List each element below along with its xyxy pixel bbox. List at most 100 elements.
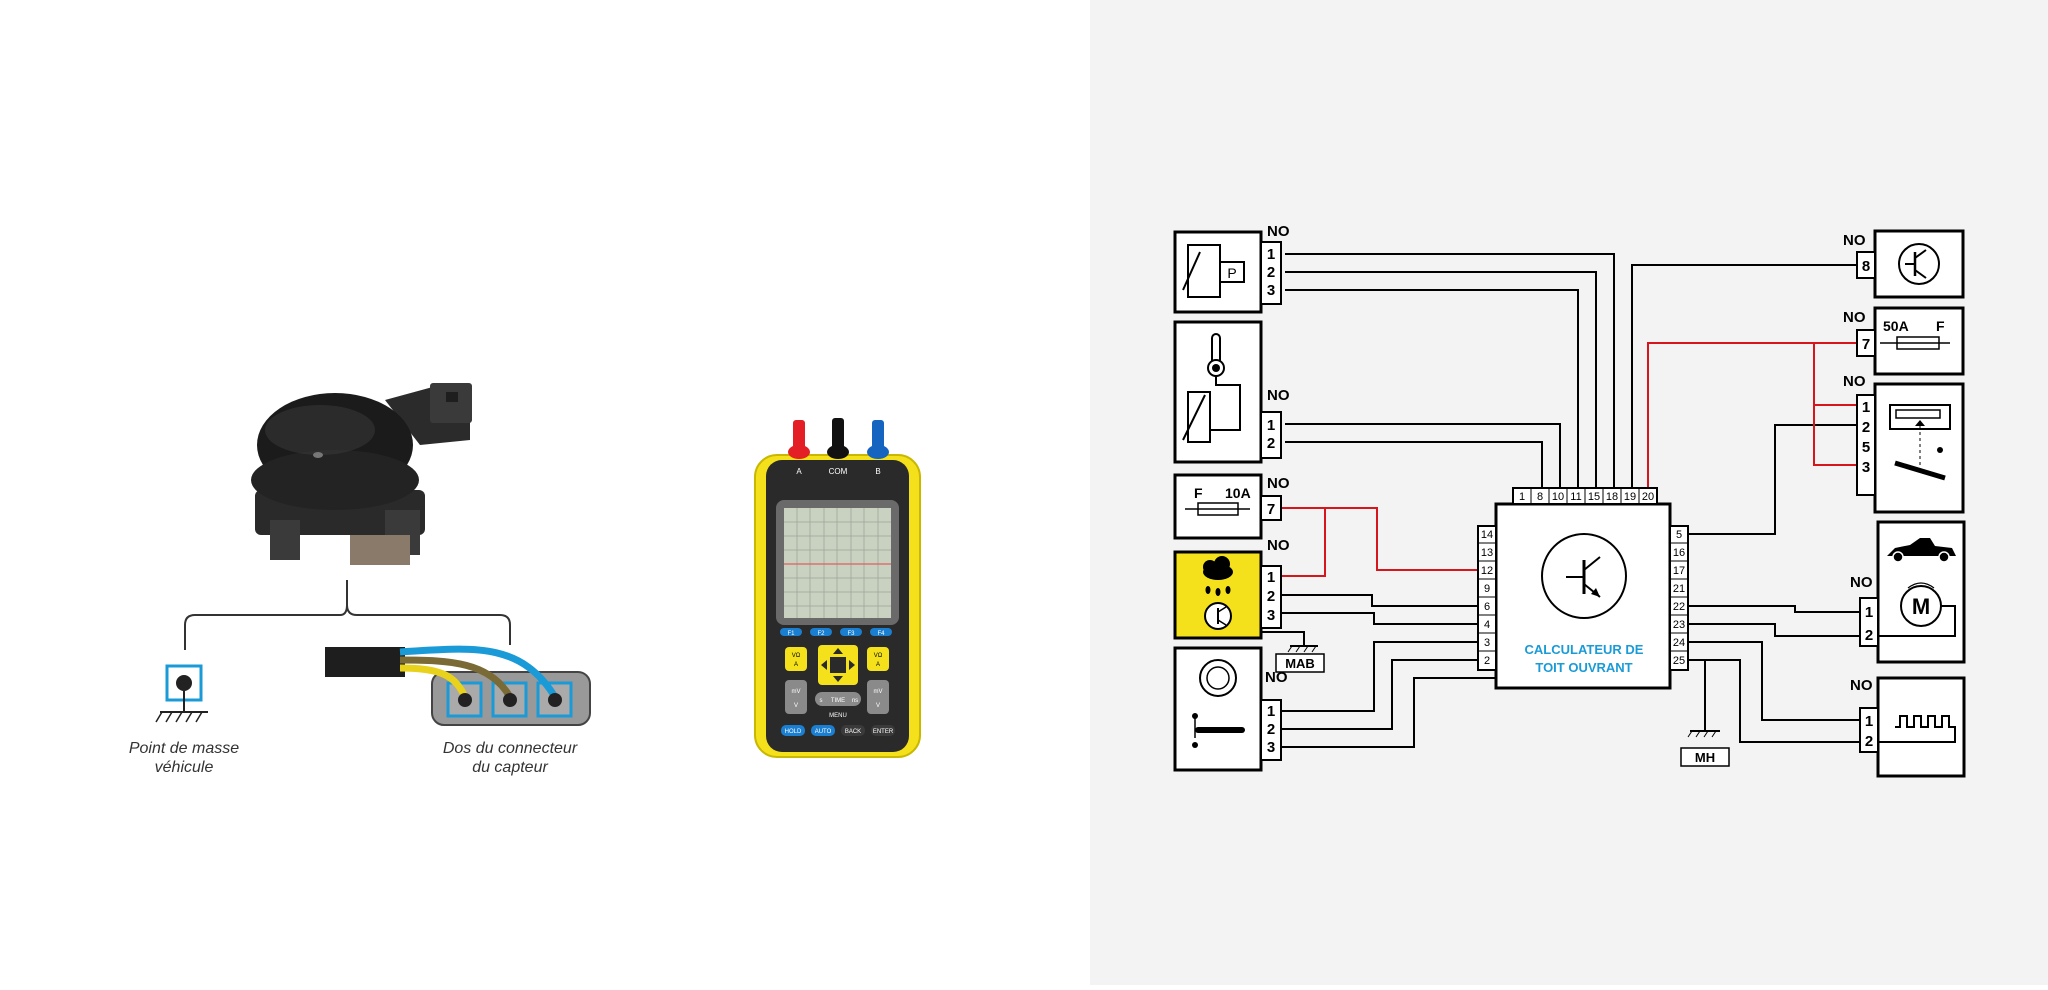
no-label-selector: NO [1265, 669, 1288, 686]
rain-cloud-icon [1203, 556, 1233, 596]
ecu-top-pin-15: 15 [1588, 491, 1600, 503]
position-pin-3: 3 [1862, 459, 1870, 476]
ground-point-icon [155, 664, 208, 723]
pressure-label: P [1227, 265, 1236, 281]
right-top-label1: VΩ [874, 653, 883, 659]
left-panel: Point de masse véhicule Dos du connecteu… [128, 383, 921, 776]
hold-button[interactable] [781, 725, 805, 736]
meter-screen [784, 508, 891, 618]
no-label-position: NO [1843, 373, 1866, 390]
ground-caption-line1: Point de masse [129, 740, 239, 757]
ecu-top-pin-18: 18 [1606, 491, 1618, 503]
pulse-icon [1875, 715, 1956, 743]
sensor-illustration: Point de masse véhicule Dos du connecteu… [129, 383, 921, 776]
probe-label-a: A [796, 467, 802, 476]
ecu-top-pin-19: 19 [1624, 491, 1636, 503]
f2-button[interactable] [810, 628, 832, 636]
f1-button[interactable] [780, 628, 802, 636]
ground-mh: MH [1680, 660, 1730, 767]
ecu-right-pin-24: 24 [1673, 637, 1685, 649]
rain-pin-3: 3 [1267, 607, 1275, 624]
left-top-label1: VΩ [792, 653, 801, 659]
f4-button[interactable] [870, 628, 892, 636]
fuse-50a-letter: F [1936, 318, 1945, 334]
temp-pin-2: 2 [1267, 435, 1275, 452]
menu-label: MENU [829, 713, 847, 719]
enter-button[interactable] [871, 725, 895, 736]
motor-pin-1: 1 [1865, 604, 1873, 621]
ecu-left-pin-3: 3 [1484, 637, 1490, 649]
module-8-pin: 8 [1862, 258, 1870, 275]
ecu-top-pin-8: 8 [1537, 491, 1543, 503]
brace [184, 580, 511, 650]
temperature-sensor: 1 2 NO [1173, 320, 1290, 464]
ecu-label-line1: CALCULATEUR DE [1525, 642, 1644, 657]
left-arrow-icon [821, 660, 827, 670]
no-label-fuse10a: NO [1267, 475, 1290, 492]
ecu-left-pin-9: 9 [1484, 583, 1490, 595]
wires [1262, 253, 1863, 748]
fuse-10a-pin: 7 [1267, 501, 1275, 518]
ecu-left-pin-2: 2 [1484, 655, 1490, 667]
ecu-left-pin-6: 6 [1484, 601, 1490, 613]
pressure-pin-3: 3 [1267, 282, 1275, 299]
fuse-10a-rating: 10A [1225, 485, 1251, 501]
no-label-temp: NO [1267, 387, 1290, 404]
car-icon [1887, 538, 1956, 563]
ecu-top-pin-1: 1 [1519, 491, 1525, 503]
selector-switch: 1 2 3 NO [1173, 646, 1288, 772]
no-label-module8: NO [1843, 232, 1866, 249]
right-arrow-icon [849, 660, 855, 670]
right-top-button[interactable] [867, 647, 889, 671]
right-bottom-button[interactable] [867, 680, 889, 714]
module-8: 8 NO [1843, 229, 1965, 299]
no-label-rain: NO [1267, 537, 1290, 554]
fuse-10a: F 10A 7 NO [1173, 473, 1290, 540]
ecu-left-pin-13: 13 [1481, 547, 1493, 559]
ecu-top-pin-11: 11 [1570, 491, 1581, 503]
no-label-hall: NO [1850, 677, 1873, 694]
multimeter: A COM B F1 F2 F3 F4 VΩ A VΩ A mV V mV [754, 418, 921, 758]
back-button[interactable] [841, 725, 865, 736]
ecu-left-pins: 14 13 12 9 6 4 3 2 [1477, 525, 1497, 671]
hall-sensor: 1 2 NO [1850, 676, 1966, 778]
time-label: TIME [831, 698, 845, 704]
ecu-label-line2: TOIT OUVRANT [1535, 660, 1632, 675]
red-wires [1262, 342, 1863, 577]
ecu-left-pin-4: 4 [1484, 619, 1490, 631]
selector-pin-3: 3 [1267, 739, 1275, 756]
hall-pin-1: 1 [1865, 713, 1873, 730]
ecu-right-pin-23: 23 [1673, 619, 1685, 631]
ecu-right-pins: 5 16 17 21 22 23 24 25 [1669, 525, 1689, 671]
pressure-pin-2: 2 [1267, 264, 1275, 281]
auto-button[interactable] [811, 725, 835, 736]
ecu-left-pin-12: 12 [1481, 565, 1493, 577]
left-top-label2: A [794, 662, 798, 668]
ecu-right-pin-5: 5 [1676, 529, 1682, 541]
ecu-right-pin-22: 22 [1673, 601, 1685, 613]
fuse-50a: 50A F 7 NO [1843, 306, 1965, 376]
fuse-10a-letter: F [1194, 485, 1203, 501]
auto-label: AUTO [815, 729, 832, 735]
time-button[interactable] [815, 692, 861, 706]
hold-label: HOLD [785, 729, 802, 735]
rain-pin-2: 2 [1267, 588, 1275, 605]
no-label-motor: NO [1850, 574, 1873, 591]
left-bottom-button[interactable] [785, 680, 807, 714]
right-top-label2: A [876, 662, 880, 668]
left-bottom-label2: V [794, 703, 798, 709]
motor-label: M [1912, 594, 1930, 619]
ground-mh-label: MH [1695, 750, 1715, 765]
ecu-top-pin-20: 20 [1642, 491, 1654, 503]
connector-back [325, 645, 591, 726]
ecu-top-pin-10: 10 [1552, 491, 1564, 503]
ground-mab-label: MAB [1285, 656, 1315, 671]
right-bottom-label1: mV [874, 689, 883, 695]
connector-caption-line2: du capteur [472, 759, 548, 776]
f1-label: F1 [787, 631, 795, 637]
pressure-sensor: P 1 2 3 NO [1173, 223, 1290, 314]
hall-pin-2: 2 [1865, 733, 1873, 750]
fuse-50a-pin: 7 [1862, 336, 1870, 353]
f3-button[interactable] [840, 628, 862, 636]
left-top-button[interactable] [785, 647, 807, 671]
